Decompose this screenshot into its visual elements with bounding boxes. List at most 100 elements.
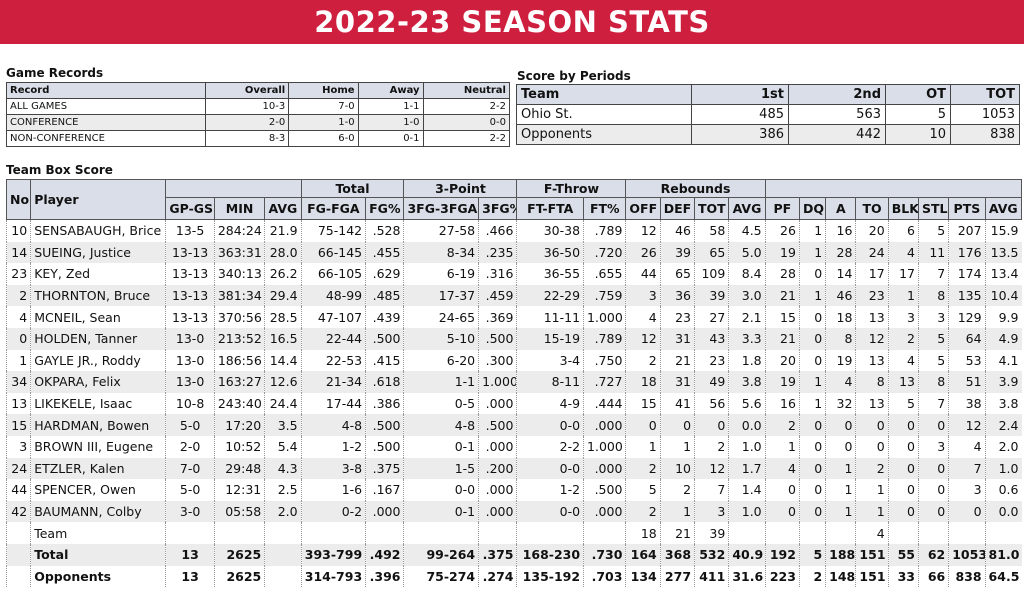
stat-cell: 4 [887,241,919,264]
stat-cell: 14 [825,263,856,285]
stat-cell: 0 [798,500,826,523]
stat-cell: .375 [478,543,517,566]
stat-cell: 17-37 [403,284,479,307]
stat-cell: 532 [694,543,729,566]
stat-cell [825,522,856,544]
stat-cell: 6 [887,219,919,242]
stat-cell: 4 [948,435,986,458]
stat-cell: .000 [478,479,517,501]
stat-cell: 1 [798,284,826,307]
col-header: A [825,197,857,220]
stat-cell: 13-0 [165,371,215,393]
stat-cell: 24 [855,241,889,264]
stat-cell: 0-1 [403,500,479,523]
stat-cell: 5 [625,479,661,501]
player-name: HARDMAN, Bowen [30,414,166,436]
periods-header: OT [885,84,951,105]
group-header-blank [764,179,1023,198]
stat-cell: .000 [478,500,517,523]
table-row: 10 SENSABAUGH, Brice 13-5 284:24 21.9 75-142.… [5,219,1022,242]
player-name: BAUMANN, Colby [30,500,166,523]
stat-cell: 0.6 [984,479,1022,501]
stat-cell: 0 [887,414,919,436]
stat-cell [887,522,919,544]
stat-cell: 51 [948,371,986,393]
stat-cell: 0 [798,479,826,501]
stat-cell: 2-0 [165,435,215,458]
col-header: DQ [798,197,827,220]
col-header: TO [855,197,889,220]
stat-cell: 314-793 [300,565,366,588]
stat-cell [264,565,302,588]
stat-cell: 0 [798,306,826,328]
stat-cell: 3-8 [300,457,366,480]
stat-cell: 0-5 [403,392,479,415]
stat-cell: .439 [365,306,404,328]
stat-cell: .000 [583,500,626,523]
stat-cell: 1.7 [728,457,766,480]
stat-cell: 151 [855,565,889,588]
player-name: Total [30,543,166,566]
stat-cell: 13-13 [165,284,215,307]
stat-cell: .500 [478,414,517,436]
stat-cell: 3.9 [984,371,1022,393]
stat-cell: 26 [625,241,661,264]
record-value: 1-0 [357,114,424,131]
stat-cell: 0 [798,349,826,372]
stat-cell: 3 [887,306,919,328]
stat-cell: .485 [365,284,404,307]
stat-cell: 8 [825,327,856,350]
stat-cell: .618 [365,371,404,393]
player-name: OKPARA, Felix [30,371,166,393]
stat-cell: 1 [625,435,661,458]
stat-cell: .703 [583,565,626,588]
stat-cell: 1.0 [984,457,1022,480]
stat-cell: 21 [764,327,800,350]
stat-cell: 1.000 [478,371,517,393]
stat-cell: 56 [694,392,729,415]
stat-cell: 7 [948,457,986,480]
stat-cell: 2625 [213,543,265,566]
stat-cell: 0 [764,479,800,501]
col-header: FT% [583,197,627,220]
periods-header: 2nd [788,84,886,105]
record-label: CONFERENCE [6,114,206,131]
table-row: 23 KEY, Zed 13-13 340:13 26.2 66-105.629 6-19.… [5,263,1022,285]
stat-cell: 1.0 [728,435,766,458]
stat-cell: 36-50 [516,241,584,264]
stat-cell: 49 [694,371,729,393]
stat-cell: 8 [917,371,949,393]
stat-cell: 65 [694,241,729,264]
stat-cell: 3 [625,284,661,307]
stat-cell: 368 [659,543,695,566]
stat-cell: 10-8 [165,392,215,415]
col-header-no: No. [5,179,32,220]
stat-cell: 3.5 [264,414,302,436]
stat-cell: 12 [948,414,986,436]
stat-cell: 10 [659,457,695,480]
stat-cell: 370:56 [213,306,265,328]
stat-cell: .500 [365,435,404,458]
stat-cell: 30-38 [516,219,584,242]
stat-cell: .235 [478,241,517,264]
group-header-3pt: 3-Point [403,179,518,198]
stat-cell: 64.5 [984,565,1022,588]
stat-cell: 0 [917,414,949,436]
stat-cell: 11-11 [516,306,584,328]
table-row: 15 HARDMAN, Bowen 5-0 17:20 3.5 4-8.500 4-8.50… [5,414,1022,436]
stat-cell: 81.0 [984,543,1022,566]
stat-cell: 22-53 [300,349,366,372]
jersey-number: 14 [5,241,31,264]
stat-cell: .000 [583,414,626,436]
game-records-header: Home [288,82,359,99]
record-value: 6-0 [288,130,359,147]
record-value: 2-2 [422,130,511,147]
stat-cell: 39 [694,284,729,307]
stat-cell: 66-145 [300,241,366,264]
stat-cell: 5 [917,219,949,242]
stat-cell: 13.4 [984,263,1022,285]
periods-header: Team [516,84,692,105]
stat-cell: 3 [948,479,986,501]
stat-cell: 2 [694,435,729,458]
stat-cell: 1-1 [403,371,479,393]
